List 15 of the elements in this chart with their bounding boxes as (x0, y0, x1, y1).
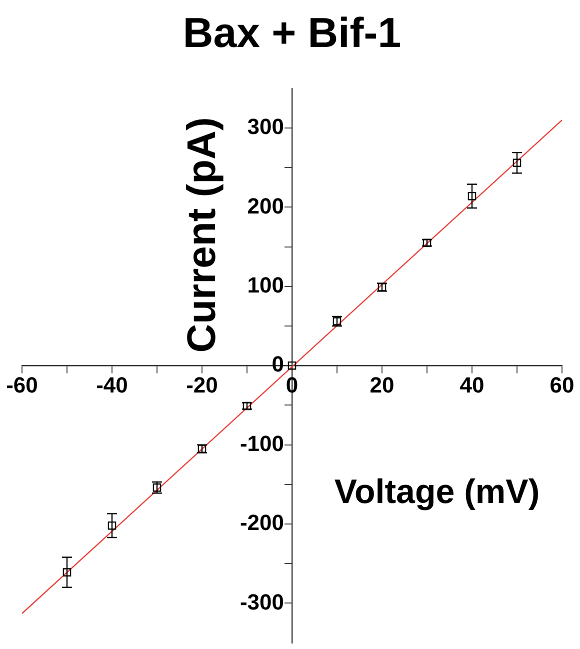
y-tick-label: 100 (247, 272, 284, 298)
x-tick-label: -40 (96, 372, 128, 398)
y-tick-label: 200 (247, 193, 284, 218)
x-axis-title: Voltage (mV) (334, 472, 540, 511)
x-tick-label: 20 (370, 372, 394, 398)
x-tick-label: -60 (6, 372, 38, 398)
x-tick-label: 40 (460, 372, 484, 398)
y-tick-label: -200 (240, 510, 284, 536)
y-tick-label: 300 (247, 114, 284, 140)
x-tick-label: 60 (550, 372, 574, 398)
y-axis-title: Current (pA) (180, 117, 224, 353)
x-tick-label: -20 (186, 372, 218, 398)
y-tick-label: -100 (240, 430, 284, 456)
chart-title: Bax + Bif-1 (182, 8, 402, 56)
y-tick-label: -300 (240, 589, 284, 614)
